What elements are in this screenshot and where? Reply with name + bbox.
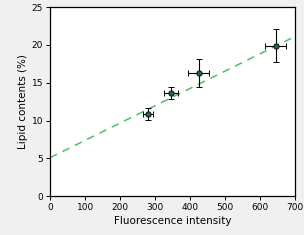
X-axis label: Fluorescence intensity: Fluorescence intensity bbox=[114, 216, 231, 226]
Y-axis label: Lipid contents (%): Lipid contents (%) bbox=[18, 54, 28, 149]
